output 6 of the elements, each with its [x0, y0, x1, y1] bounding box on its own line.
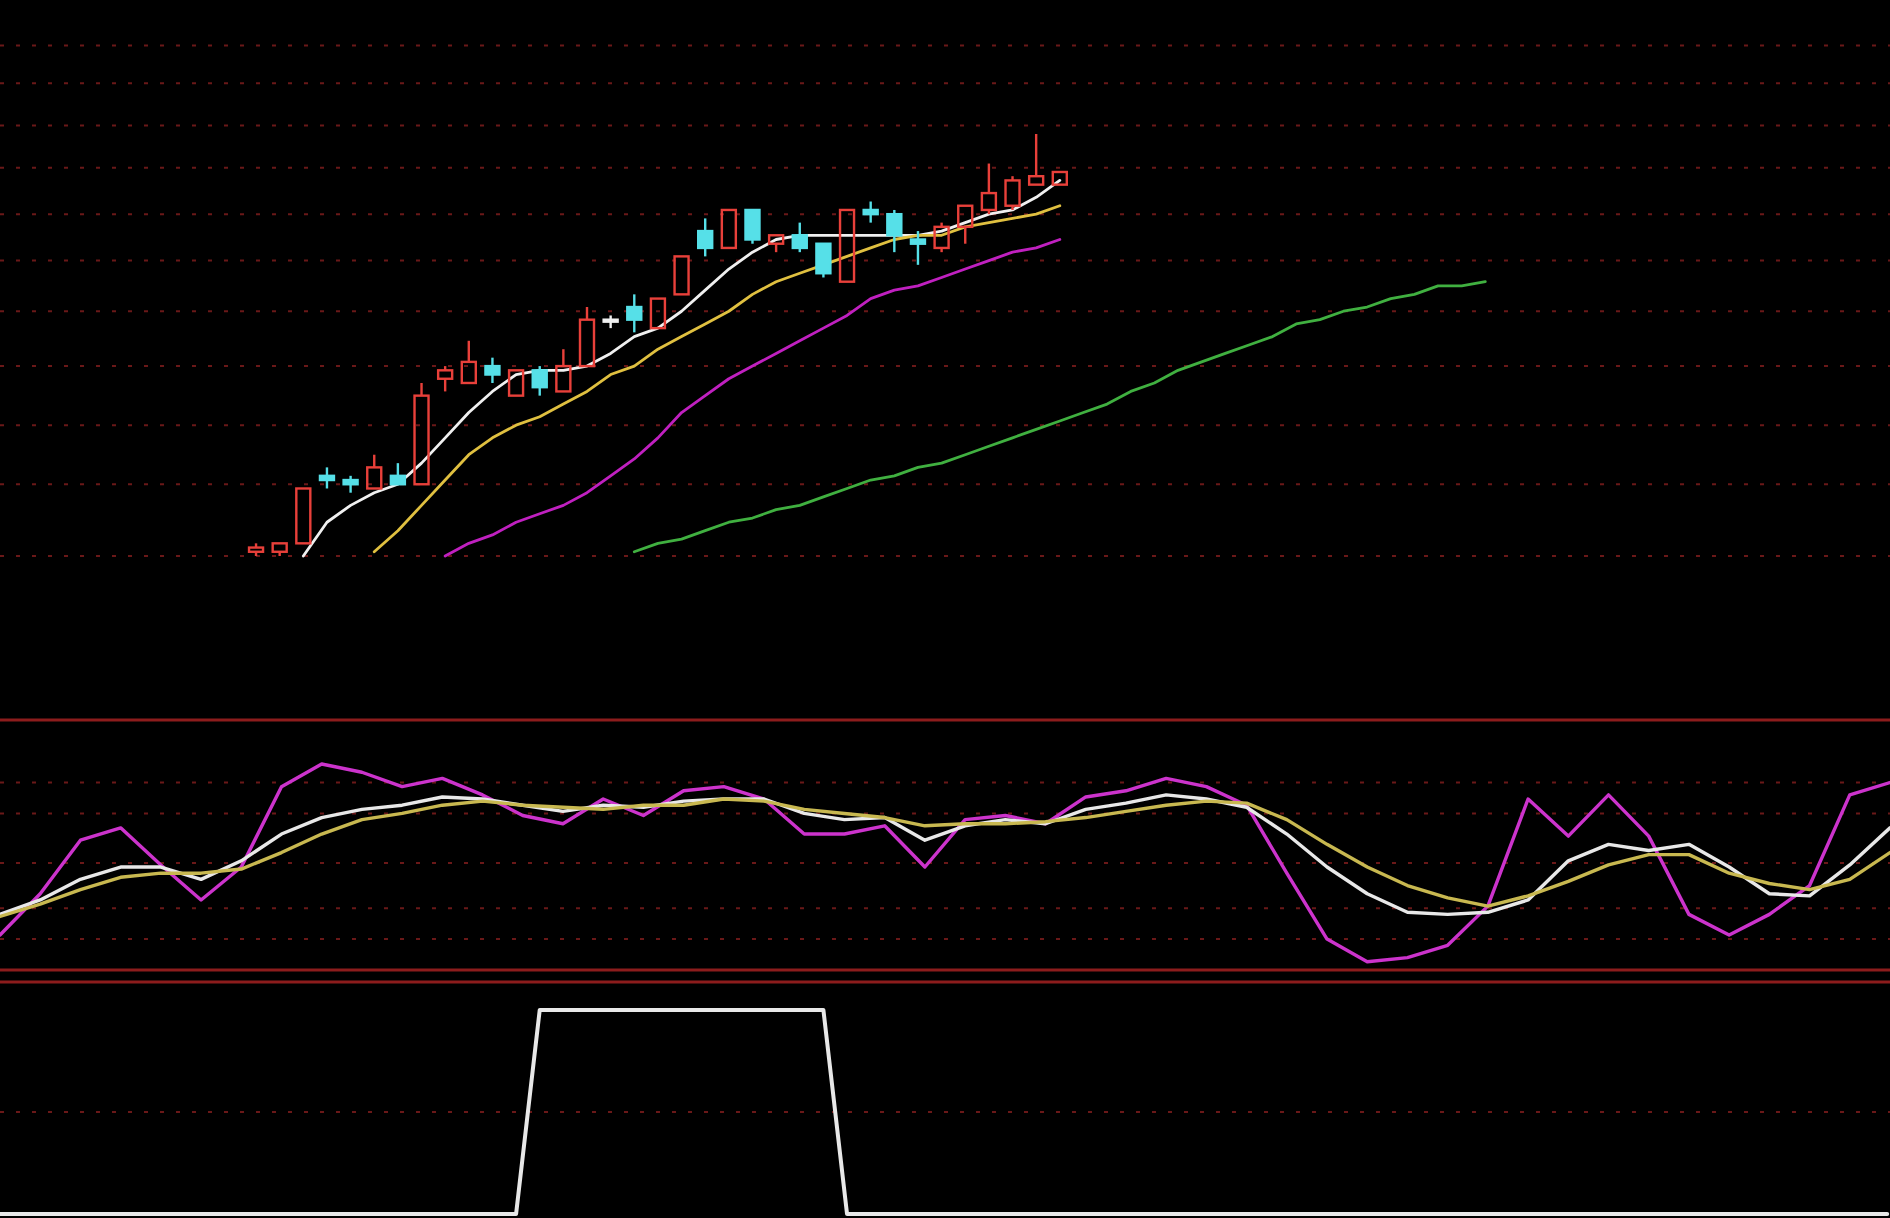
candlestick [886, 208, 903, 254]
candlestick [933, 221, 950, 254]
candlestick [1004, 175, 1021, 212]
candlestick [342, 474, 359, 494]
candlestick [862, 200, 879, 224]
candlestick [484, 356, 501, 385]
